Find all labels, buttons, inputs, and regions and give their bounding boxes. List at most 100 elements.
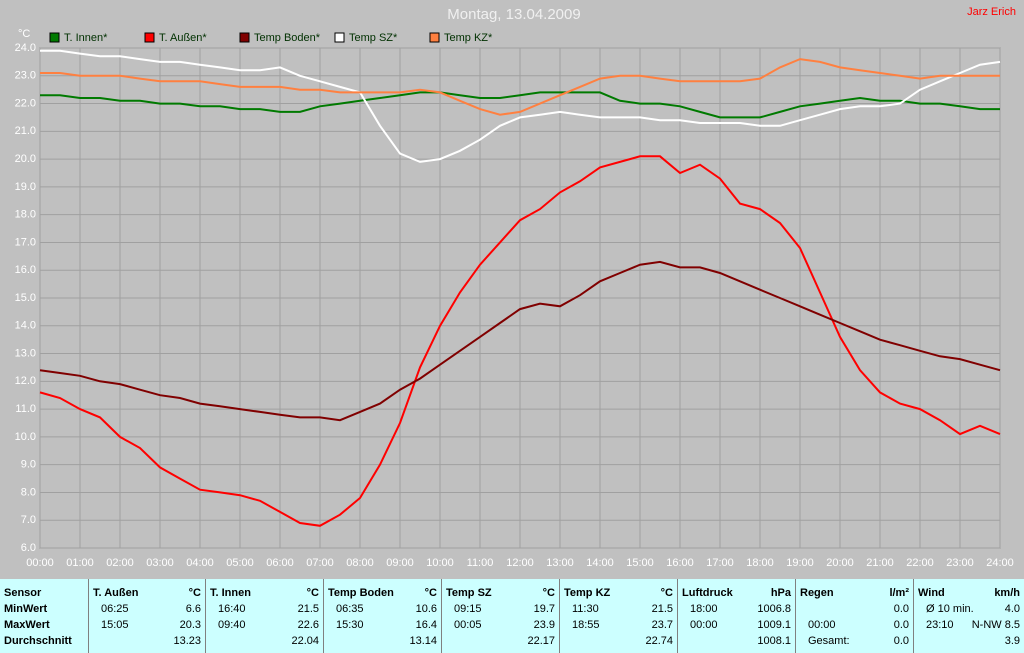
cell-time: 00:00 [808,619,836,631]
x-tick-label: 14:00 [586,557,614,569]
legend-swatch [49,32,60,43]
x-tick-label: 16:00 [666,557,694,569]
cell-value: 21.5 [297,603,319,615]
column-name: Luftdruck [682,587,733,599]
data-cell: 0.0 [800,602,909,617]
author: Jarz Erich [967,6,1016,18]
legend-label: Temp SZ* [349,32,398,44]
sensor-column: Sensor MinWert MaxWert Durchschnitt [0,579,88,653]
cell-time: 18:55 [572,619,600,631]
data-cell: Gesamt: 0.0 [800,634,909,649]
cell-time: 18:00 [690,603,718,615]
data-cell: 15:05 20.3 [93,618,201,633]
column-unit: °C [306,587,319,599]
cell-value: 1006.8 [757,603,791,615]
column-unit: hPa [770,587,791,599]
cell-value: 19.7 [533,603,555,615]
data-cell: 06:25 6.6 [93,602,201,617]
table-column: Wind km/h Ø 10 min. 4.0 23:10 N-NW 8.5 3.9 [913,579,1024,653]
row-label-cell: MaxWert [4,618,84,633]
data-cell: 22.74 [564,634,673,649]
table-column: Temp SZ °C 09:15 19.7 00:05 23.9 22.17 [441,579,559,653]
legend-label: T. Außen* [159,32,207,44]
column-name: Temp SZ [446,587,492,599]
header-cell: T. Außen °C [93,586,201,601]
cell-value: 21.5 [651,603,673,615]
cell-value: 3.9 [1004,635,1020,647]
cell-time: 15:30 [336,619,364,631]
x-tick-label: 22:00 [906,557,934,569]
legend-swatch [239,32,250,43]
cell-time: Ø 10 min. [926,603,974,615]
header-cell: Temp SZ °C [446,586,555,601]
table-column: T. Innen °C 16:40 21.5 09:40 22.6 22.04 [205,579,323,653]
x-tick-label: 20:00 [826,557,854,569]
y-tick-label: 20.0 [15,153,36,165]
table-column: Luftdruck hPa 18:00 1006.8 00:00 1009.1 1008.1 [677,579,795,653]
row-label: MinWert [4,603,48,615]
x-tick-label: 00:00 [26,557,54,569]
cell-value: 0.0 [893,635,909,647]
x-tick-label: 18:00 [746,557,774,569]
corner-label: Sensor [4,587,42,599]
x-tick-label: 11:00 [467,557,494,569]
column-unit: km/h [994,587,1020,599]
x-tick-label: 10:00 [426,557,454,569]
chart: Montag, 13.04.2009 Jarz Erich °C 6.0 7.0 8… [15,6,1016,569]
column-name: T. Außen [93,587,139,599]
data-cell: 09:15 19.7 [446,602,555,617]
header-cell: Temp KZ °C [564,586,673,601]
data-cell: 22.17 [446,634,555,649]
cell-value: N-NW 8.5 [971,619,1020,631]
y-tick-label: 13.0 [15,347,36,359]
cell-time: 09:15 [454,603,482,615]
cell-value: 22.74 [645,635,673,647]
data-cell: 18:00 1006.8 [682,602,791,617]
table-column: T. Außen °C 06:25 6.6 15:05 20.3 13.23 [88,579,205,653]
x-tick-label: 09:00 [386,557,414,569]
cell-time: 15:05 [101,619,129,631]
legend-label: T. Innen* [64,32,108,44]
data-cell: 06:35 10.6 [328,602,437,617]
chart-title: Montag, 13.04.2009 [447,6,580,23]
cell-value: 1008.1 [757,635,791,647]
header-cell: Wind km/h [918,586,1020,601]
header-cell: Sensor [4,586,84,601]
y-tick-label: 7.0 [21,514,36,526]
column-unit: °C [542,587,555,599]
data-cell: 13.23 [93,634,201,649]
x-tick-label: 13:00 [546,557,574,569]
x-tick-label: 04:00 [186,557,214,569]
cell-value: 0.0 [893,603,909,615]
cell-time: Gesamt: [808,635,850,647]
row-label-cell: Durchschnitt [4,634,84,649]
x-tick-label: 15:00 [626,557,654,569]
series-line [40,49,1001,163]
data-cell: 00:00 0.0 [800,618,909,633]
cell-value: 22.6 [297,619,319,631]
legend-swatch [334,32,345,43]
y-tick-label: 19.0 [15,181,36,193]
y-tick-label: 10.0 [15,431,36,443]
cell-value: 13.23 [173,635,201,647]
y-tick-label: 8.0 [21,486,36,498]
column-name: Wind [918,587,945,599]
y-axis-label: °C [18,28,30,40]
table-column: Regen l/m² 0.0 00:00 0.0 Gesamt: 0.0 [795,579,913,653]
x-tick-label: 01:00 [66,557,94,569]
cell-value: 4.0 [1004,603,1020,615]
row-label-cell: MinWert [4,602,84,617]
legend-swatch [144,32,155,43]
series-line [40,91,1000,119]
y-tick-label: 15.0 [15,292,36,304]
summary-table: Sensor MinWert MaxWert Durchschnitt T. Außen… [0,579,1024,653]
y-tick-label: 11.0 [15,403,36,415]
row-label: Durchschnitt [4,635,72,647]
x-tick-label: 06:00 [266,557,294,569]
column-unit: °C [660,587,673,599]
data-cell: 15:30 16.4 [328,618,437,633]
x-tick-label: 23:00 [946,557,974,569]
cell-value: 10.6 [415,603,437,615]
data-cell: 18:55 23.7 [564,618,673,633]
